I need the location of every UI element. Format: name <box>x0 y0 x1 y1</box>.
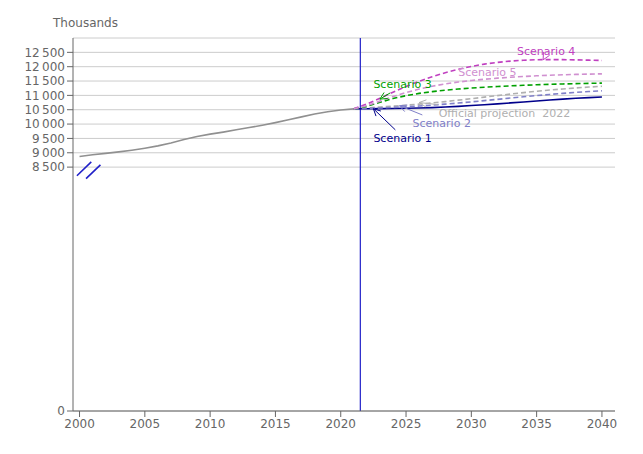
svg-text:2035: 2035 <box>521 417 552 431</box>
svg-text:2020: 2020 <box>325 417 356 431</box>
svg-text:2005: 2005 <box>130 417 161 431</box>
svg-text:2015: 2015 <box>260 417 291 431</box>
svg-text:Scenario 5: Scenario 5 <box>458 66 516 79</box>
svg-text:8 500: 8 500 <box>32 160 65 174</box>
svg-text:0: 0 <box>57 404 65 418</box>
svg-text:Scenario 2: Scenario 2 <box>412 116 471 130</box>
svg-text:9 000: 9 000 <box>32 146 65 160</box>
svg-text:12 000: 12 000 <box>24 60 65 74</box>
svg-text:12 500: 12 500 <box>24 46 65 60</box>
svg-text:9 500: 9 500 <box>32 132 65 146</box>
svg-text:2000: 2000 <box>64 417 95 431</box>
svg-text:11 500: 11 500 <box>24 74 65 88</box>
svg-text:11 000: 11 000 <box>24 89 65 103</box>
svg-text:10 000: 10 000 <box>24 117 65 131</box>
svg-text:2025: 2025 <box>391 417 422 431</box>
svg-text:Scenario 3: Scenario 3 <box>373 78 431 91</box>
svg-text:10 500: 10 500 <box>24 103 65 117</box>
svg-text:2010: 2010 <box>195 417 226 431</box>
svg-text:2030: 2030 <box>456 417 487 431</box>
svg-text:Scenario 1: Scenario 1 <box>373 132 431 145</box>
svg-text:Scenario 4: Scenario 4 <box>517 45 575 58</box>
svg-text:Official projection 2022: Official projection 2022 <box>439 107 571 120</box>
svg-text:2040: 2040 <box>587 417 618 431</box>
html-text:Thousands: Thousands <box>53 16 118 30</box>
